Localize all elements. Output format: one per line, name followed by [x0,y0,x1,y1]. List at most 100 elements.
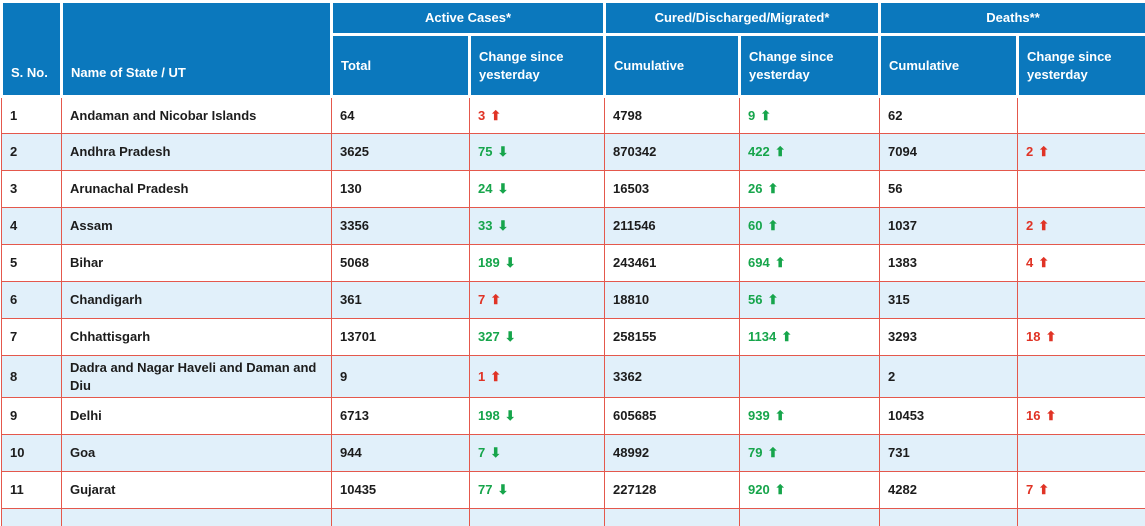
empty-cell [469,508,605,526]
deaths-cumulative-cell: 2 [879,354,1019,399]
empty-cell [331,508,470,526]
up-arrow-icon: ⬆ [1045,329,1057,345]
serial-cell: 2 [1,133,62,171]
up-arrow-icon: ⬆ [774,144,786,160]
change-cell: 33 ⬇ [469,207,605,245]
down-arrow-icon: ⬇ [497,218,509,234]
up-arrow-icon: ⬆ [490,107,502,123]
deaths-cumulative-cell: 731 [879,434,1019,473]
change-cell [1017,434,1145,473]
down-arrow-icon: ⬇ [504,408,516,424]
serial-cell: 6 [1,281,62,319]
up-arrow-icon: ⬆ [767,292,779,308]
table-header: S. No. Name of State / UT Active Cases* … [0,0,1145,98]
up-arrow-icon: ⬆ [781,329,793,345]
change-cell: 1 ⬆ [469,354,605,399]
serial-cell: 11 [1,471,62,510]
change-cell: 26 ⬆ [738,170,881,208]
change-value: 7 [478,445,486,461]
change-value: 422 [748,144,770,160]
change-cell [1017,281,1145,319]
table-row: 2 Andhra Pradesh 3625 75 ⬇ 870342 422 ⬆ 7094 2 ⬆ [1,133,1145,171]
down-arrow-icon: ⬇ [497,482,509,498]
down-arrow-icon: ⬇ [490,445,502,461]
cured-cumulative-cell: 48992 [604,434,740,473]
cured-cumulative-cell: 870342 [604,133,740,171]
state-name-cell: Bihar [61,244,332,282]
change-cell: 60 ⬆ [738,207,881,245]
change-cell: 9 ⬆ [738,96,881,134]
change-cell: 1134 ⬆ [738,318,881,356]
change-cell: 422 ⬆ [738,133,881,171]
deaths-cumulative-cell: 62 [879,96,1019,134]
up-arrow-icon: ⬆ [767,445,779,461]
deaths-cumulative-cell: 10453 [879,397,1019,436]
change-value: 694 [748,255,770,271]
active-total-cell: 10435 [331,471,470,510]
change-cell: 939 ⬆ [738,397,881,436]
change-value: 198 [478,408,500,424]
change-cell: 16 ⬆ [1017,397,1145,436]
table-row: 7 Chhattisgarh 13701 327 ⬇ 258155 1134 ⬆ 3293 18 ⬆ [1,318,1145,356]
deaths-cumulative-cell: 1037 [879,207,1019,245]
group-header-row: S. No. Name of State / UT Active Cases* … [0,0,1145,98]
serial-cell: 8 [1,354,62,399]
down-arrow-icon: ⬇ [504,329,516,345]
up-arrow-icon: ⬆ [1038,218,1050,234]
active-total-cell: 6713 [331,397,470,436]
column-header-sno: S. No. [0,0,63,98]
change-value: 7 [1026,482,1034,498]
change-value: 4 [1026,255,1034,271]
empty-cell [738,508,881,526]
up-arrow-icon: ⬆ [760,107,772,123]
active-total-cell: 5068 [331,244,470,282]
table-body: 1 Andaman and Nicobar Islands 64 3 ⬆ 4798 9 ⬆ 62… [1,96,1145,526]
active-total-cell: 3625 [331,133,470,171]
change-cell: 694 ⬆ [738,244,881,282]
deaths-cumulative-cell: 3293 [879,318,1019,356]
change-value: 24 [478,181,493,197]
active-total-cell: 130 [331,170,470,208]
state-name-cell: Assam [61,207,332,245]
change-cell [1017,354,1145,399]
state-name-cell: Delhi [61,397,332,436]
deaths-cumulative-cell: 1383 [879,244,1019,282]
change-value: 9 [748,107,756,123]
column-header-deaths-cumulative: Cumulative [878,33,1020,98]
state-name-cell: Andhra Pradesh [61,133,332,171]
table-row: 8 Dadra and Nagar Haveli and Daman and Di… [1,354,1145,399]
change-cell: 189 ⬇ [469,244,605,282]
up-arrow-icon: ⬆ [1038,482,1050,498]
up-arrow-icon: ⬆ [774,255,786,271]
active-total-cell: 9 [331,354,470,399]
change-value: 2 [1026,218,1034,234]
change-value: 7 [478,292,486,308]
table-row: 9 Delhi 6713 198 ⬇ 605685 939 ⬆ 10453 16 ⬆ [1,397,1145,436]
change-value: 56 [748,292,763,308]
up-arrow-icon: ⬆ [490,292,502,308]
serial-cell: 3 [1,170,62,208]
change-cell: 3 ⬆ [469,96,605,134]
group-header-deaths: Deaths** [878,0,1145,36]
change-cell: 327 ⬇ [469,318,605,356]
up-arrow-icon: ⬆ [774,408,786,424]
down-arrow-icon: ⬇ [497,181,509,197]
table-row-partial [1,508,1145,526]
active-total-cell: 944 [331,434,470,473]
cured-cumulative-cell: 18810 [604,281,740,319]
state-name-cell: Dadra and Nagar Haveli and Daman and Diu [61,354,332,399]
change-value: 79 [748,445,763,461]
change-value: 2 [1026,144,1034,160]
column-header-state: Name of State / UT [60,0,333,98]
change-cell: 18 ⬆ [1017,318,1145,356]
change-cell: 920 ⬆ [738,471,881,510]
up-arrow-icon: ⬆ [767,218,779,234]
change-cell: 7 ⬆ [469,281,605,319]
serial-cell: 9 [1,397,62,436]
active-total-cell: 13701 [331,318,470,356]
change-value: 1 [478,368,486,384]
cured-cumulative-cell: 227128 [604,471,740,510]
change-cell: 79 ⬆ [738,434,881,473]
